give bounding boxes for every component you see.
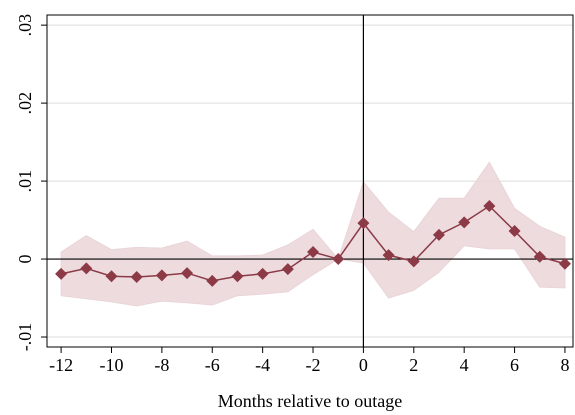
confidence-band (60, 161, 566, 307)
x-tick-label: -12 (49, 355, 73, 375)
x-tick-label: -2 (306, 355, 321, 375)
x-tick-label: 6 (510, 355, 519, 375)
estimate-marker (130, 270, 143, 283)
estimate-marker (357, 217, 370, 230)
estimate-marker (458, 216, 471, 229)
y-tick-label: -.01 (15, 323, 35, 352)
y-tick-label: .01 (15, 170, 35, 193)
x-tick-label: 2 (409, 355, 418, 375)
estimate-marker (55, 267, 68, 280)
x-axis-label: Months relative to outage (218, 391, 402, 411)
estimate-marker (432, 228, 445, 241)
x-tick-label: 8 (560, 355, 569, 375)
estimate-marker (533, 250, 546, 263)
x-tick-label: -8 (154, 355, 169, 375)
estimate-marker (281, 263, 294, 276)
estimate-marker (80, 262, 93, 275)
x-tick-label: -4 (255, 355, 270, 375)
y-tick-label: .03 (15, 14, 35, 37)
x-tick-label: -10 (99, 355, 123, 375)
estimate-marker (307, 246, 320, 259)
estimate-marker (508, 224, 521, 237)
estimate-marker (332, 253, 345, 266)
estimate-marker (105, 270, 118, 283)
x-tick-label: 4 (460, 355, 469, 375)
estimate-marker (382, 249, 395, 262)
estimate-marker (256, 267, 269, 280)
estimate-marker (558, 257, 571, 270)
estimate-marker (206, 274, 219, 287)
estimate-marker (231, 270, 244, 283)
x-tick-label: 0 (359, 355, 368, 375)
estimate-marker (407, 255, 420, 268)
y-tick-label: 0 (15, 255, 35, 264)
x-tick-label: -6 (205, 355, 220, 375)
estimate-marker (483, 200, 496, 213)
estimate-marker (181, 267, 194, 280)
y-tick-label: .02 (15, 92, 35, 115)
plot-frame (46, 14, 574, 348)
estimate-marker (155, 269, 168, 282)
